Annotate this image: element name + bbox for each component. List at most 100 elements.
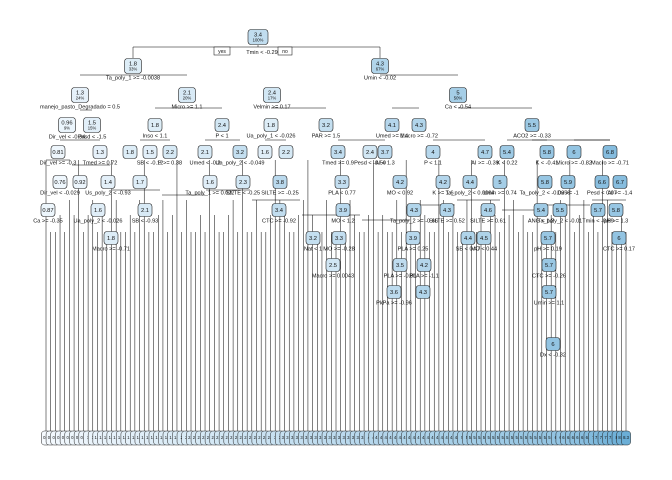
tree-node-level4-box	[122, 145, 138, 159]
tree-node-level4-box	[278, 145, 294, 159]
tree-node-level7-value: 6	[617, 236, 620, 242]
tree-node-level7-box	[460, 231, 476, 245]
tree-node-level5: 5.9	[560, 175, 576, 189]
tree-node-level2-value: 2.4	[268, 91, 277, 97]
tree-node-level3-value: 4.3	[415, 123, 423, 129]
split-label-level4: P < 1.1	[424, 161, 442, 167]
tree-node-level2-value: 1.3	[76, 91, 84, 97]
tree-node-level4-value: 1.8	[126, 150, 134, 156]
tree-node-level7: 4.4	[460, 231, 476, 245]
tree-node-level5-box	[435, 175, 451, 189]
split-label-level8: PLA >= -1.1	[409, 274, 439, 280]
tree-node-level2: 1.324%	[71, 87, 89, 103]
tree-node-level8: 5.7	[541, 258, 557, 272]
split-label-level5: Ta_poly_1 >= 0.027	[185, 191, 234, 197]
tree-node-level4-box	[162, 145, 178, 159]
tree-node-level4-value: 2.2	[166, 150, 174, 156]
tree-node-level3: 3.2	[318, 118, 334, 132]
tree-node-level5-value: 4.2	[396, 180, 404, 186]
tree-node-level3-box	[147, 118, 163, 132]
tree-node-level4: 5.4	[499, 145, 515, 159]
tree-node-level6-value: 5.7	[594, 208, 602, 214]
tree-node-level6-value: 2.1	[141, 208, 149, 214]
split-label-level7: MO >= -0.28	[323, 247, 354, 253]
no-tag-label: no	[282, 49, 288, 55]
split-label-level2: Velmin >= 0.17	[253, 105, 290, 111]
tree-node-level6: 5.8	[608, 203, 624, 217]
tree-node-level2-percent: 50%	[454, 96, 463, 101]
tree-node-level3-box	[214, 118, 230, 132]
leaf-node: 8.3	[621, 430, 631, 446]
split-label-level4: AI >= -0.39	[471, 161, 499, 167]
tree-node-level4: 1.8	[122, 145, 138, 159]
tree-node-level4-box	[477, 145, 493, 159]
split-label-level4: Dir_vel >= -0.3	[40, 161, 77, 167]
tree-node-level7-box	[103, 231, 119, 245]
tree-node-level4-box	[197, 145, 213, 159]
tree-node-level9-value: 4.3	[419, 290, 427, 296]
split-label-level6: Ta_poly_2 < -0.01	[538, 219, 583, 225]
tree-node-level6: 3.4	[271, 203, 287, 217]
tree-node-level6-box	[552, 203, 568, 217]
split-label-level5: MO < 0.92	[387, 191, 413, 197]
tree-node-level6-value: 4.3	[410, 208, 418, 214]
tree-node-level4-value: 1.6	[261, 150, 269, 156]
tree-node-level5-value: 5	[498, 180, 501, 186]
tree-node-level6: 4.3	[406, 203, 422, 217]
tree-node-level8: 4.2	[416, 258, 432, 272]
split-label-level5: SILTE >= -0.25	[261, 191, 299, 197]
tree-node-level4-value: 1.3	[96, 150, 104, 156]
split-label-level7: pH >= 0.19	[534, 247, 562, 253]
tree-node-level4: 1.3	[92, 145, 108, 159]
tree-node-level8-value: 2.5	[329, 263, 337, 269]
tree-node-level7-value: 3.2	[309, 236, 317, 242]
tree-node-level6-value: 3.4	[275, 208, 284, 214]
tree-node-level5: 3.3	[334, 175, 350, 189]
tree-node-level3: 1.515%	[83, 117, 101, 133]
tree-node-level4-value: 3.4	[334, 150, 343, 156]
tree-node-level5-value: 0.76	[54, 180, 65, 186]
tree-node-level2-box	[71, 87, 89, 103]
tree-node-level7: 5.7	[540, 231, 556, 245]
tree-node-level6: 1.6	[90, 203, 106, 217]
tree-node-level6-box	[608, 203, 624, 217]
tree-node-level7-box	[405, 231, 421, 245]
tree-node-level6: 3.9	[335, 203, 351, 217]
tree-node-level5-value: 4.2	[439, 180, 447, 186]
tree-node-level6-box	[439, 203, 455, 217]
root-node-percent: 100%	[253, 38, 264, 43]
split-label-level10: Dx < -0.32	[540, 353, 566, 359]
split-label-level4: K < -0.41	[536, 161, 559, 167]
tree-node-level4: 2.2	[278, 145, 294, 159]
tree-node-level3-percent: 15%	[88, 126, 97, 131]
split-label-level9: PkPa >= -0.96	[376, 301, 412, 307]
split-label-level4: Tmed >= 0.72	[83, 161, 118, 167]
tree-node-level4: 3.4	[330, 145, 346, 159]
tree-node-level8-value: 5.7	[545, 263, 553, 269]
tree-node-level4-value: 4.7	[481, 150, 489, 156]
tree-node-level6-value: 5.4	[537, 208, 546, 214]
split-label-level5: Dx >= -1	[557, 191, 578, 197]
tree-node-level4-value: 5.8	[543, 150, 551, 156]
split-label-level4: Micro >= -0.82	[556, 161, 592, 167]
split-label-level4: K < 0.22	[497, 161, 518, 167]
tree-node-level3-value: 3.2	[322, 123, 330, 129]
tree-node-level5-box	[492, 175, 508, 189]
tree-node-level5-box	[235, 175, 251, 189]
split-label-level8: Macro >= 0.0043	[312, 274, 354, 280]
tree-node-level9: 4.3	[415, 285, 431, 299]
tree-node-level2-percent: 20%	[183, 96, 192, 101]
tree-node-level6-value: 4.3	[443, 208, 451, 214]
split-label-level3: Ua_poly_1 < -0.026	[247, 134, 296, 140]
split-label-level3: PAR >= 1.5	[312, 134, 341, 140]
tree-node-level6-box	[137, 203, 153, 217]
tree-node-level9-box	[541, 285, 557, 299]
tree-node-level7-value: 3.9	[409, 236, 417, 242]
tree-node-level3: 1.8	[147, 118, 163, 132]
tree-node-level4-box	[377, 145, 393, 159]
tree-node-level6-value: 0.87	[42, 208, 53, 214]
tree-node-level5-box	[612, 175, 628, 189]
tree-node-level6: 4.6	[480, 203, 496, 217]
split-label-level7: MO < 0.44	[471, 247, 497, 253]
